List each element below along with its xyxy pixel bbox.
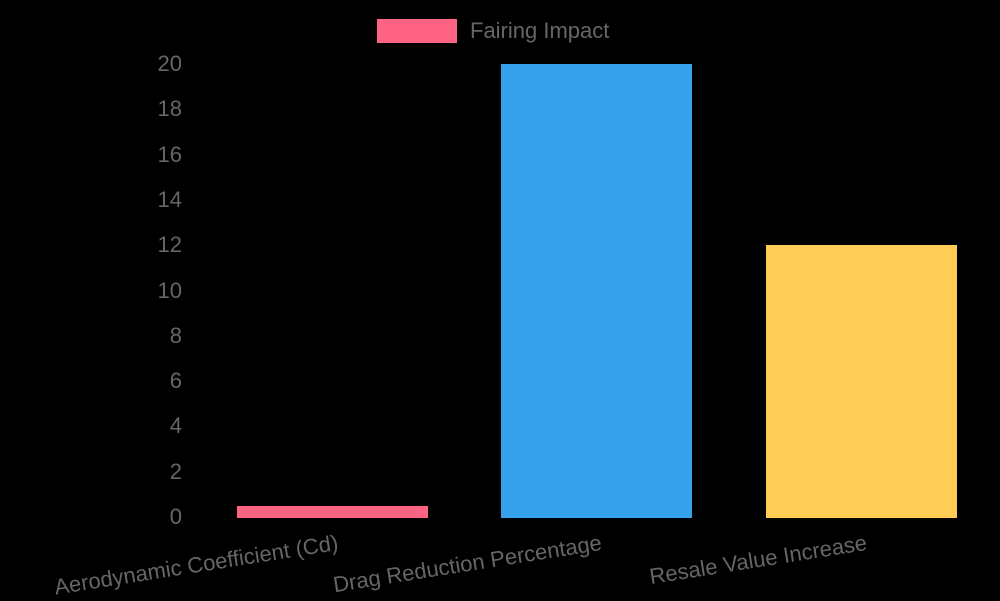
- y-tick-label: 14: [157, 186, 182, 212]
- y-tick-label: 2: [169, 458, 182, 484]
- x-tick-label: Aerodynamic Coefficient (Cd): [52, 530, 340, 600]
- y-tick-label: 10: [157, 277, 182, 303]
- y-tick-label: 12: [157, 232, 182, 258]
- bar[interactable]: [501, 64, 692, 518]
- bar[interactable]: [237, 505, 428, 518]
- legend[interactable]: Fairing Impact: [377, 18, 609, 44]
- y-tick-label: 6: [169, 368, 182, 394]
- y-tick-label: 20: [157, 51, 182, 76]
- y-tick-label: 16: [157, 141, 182, 167]
- y-tick-label: 18: [157, 96, 182, 122]
- y-tick-label: 8: [169, 322, 182, 348]
- legend-swatch: [377, 19, 457, 43]
- bar[interactable]: [766, 245, 957, 518]
- x-tick-label: Drag Reduction Percentage: [331, 530, 604, 598]
- legend-label: Fairing Impact: [470, 18, 610, 43]
- y-tick-label: 0: [169, 504, 182, 529]
- x-tick-label: Resale Value Increase: [647, 530, 869, 590]
- y-tick-label: 4: [169, 413, 182, 439]
